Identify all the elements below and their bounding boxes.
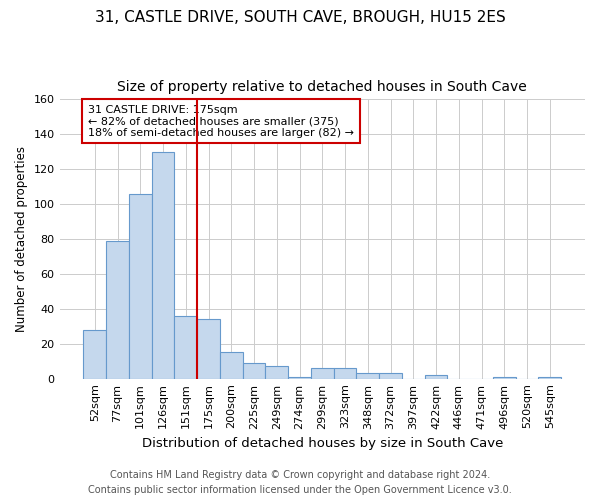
- Y-axis label: Number of detached properties: Number of detached properties: [15, 146, 28, 332]
- Text: Contains HM Land Registry data © Crown copyright and database right 2024.
Contai: Contains HM Land Registry data © Crown c…: [88, 470, 512, 495]
- Bar: [152, 152, 175, 378]
- Bar: [356, 374, 379, 378]
- X-axis label: Distribution of detached houses by size in South Cave: Distribution of detached houses by size …: [142, 437, 503, 450]
- Bar: [379, 374, 402, 378]
- Bar: [220, 352, 242, 378]
- Bar: [265, 366, 288, 378]
- Text: 31 CASTLE DRIVE: 175sqm
← 82% of detached houses are smaller (375)
18% of semi-d: 31 CASTLE DRIVE: 175sqm ← 82% of detache…: [88, 104, 354, 138]
- Title: Size of property relative to detached houses in South Cave: Size of property relative to detached ho…: [118, 80, 527, 94]
- Bar: [83, 330, 106, 378]
- Text: 31, CASTLE DRIVE, SOUTH CAVE, BROUGH, HU15 2ES: 31, CASTLE DRIVE, SOUTH CAVE, BROUGH, HU…: [95, 10, 505, 25]
- Bar: [538, 377, 561, 378]
- Bar: [242, 363, 265, 378]
- Bar: [197, 320, 220, 378]
- Bar: [311, 368, 334, 378]
- Bar: [106, 241, 129, 378]
- Bar: [334, 368, 356, 378]
- Bar: [129, 194, 152, 378]
- Bar: [493, 377, 515, 378]
- Bar: [288, 377, 311, 378]
- Bar: [425, 375, 448, 378]
- Bar: [175, 316, 197, 378]
